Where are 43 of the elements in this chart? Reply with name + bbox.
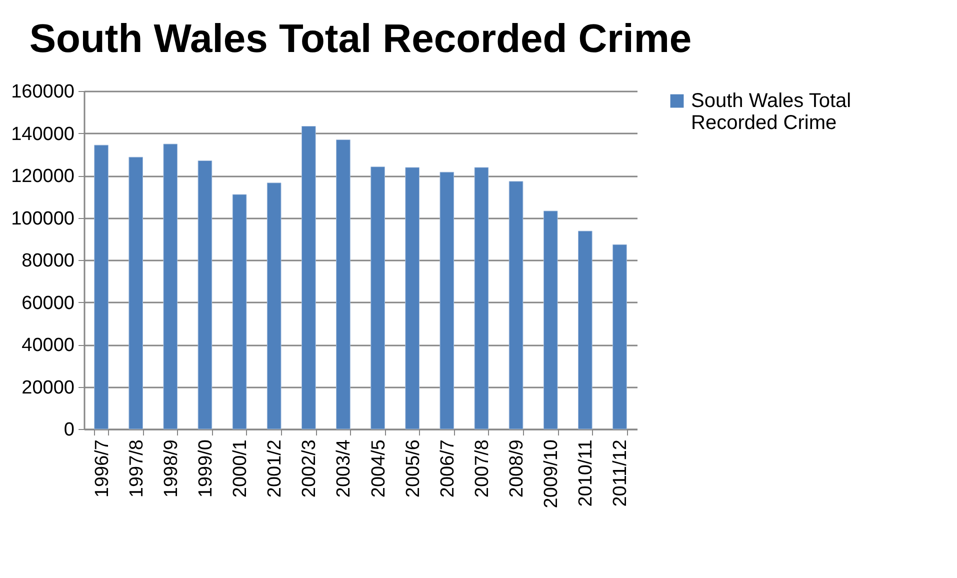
x-tick-label: 2001/2 [264,440,286,498]
x-tick-label: 1998/9 [160,440,182,498]
bar [128,156,144,430]
x-tick-label: 2011/12 [610,440,632,507]
bar [508,181,524,430]
legend-label: South Wales Total Recorded Crime [691,90,852,134]
x-tick-label: 2007/8 [472,440,493,498]
x-tick-label: 2005/6 [402,440,424,498]
x-tick-label: 2000/1 [230,440,252,498]
x-tick-label: 1999/0 [195,440,216,498]
y-tick-label: 100000 [11,208,74,230]
x-tick-label: 2009/10 [541,440,562,508]
bar [266,182,282,430]
bar [543,210,558,430]
x-tick-label: 2010/11 [576,440,597,507]
y-tick-label: 0 [64,420,74,440]
x-tick-label: 2002/3 [299,440,320,498]
x-tick-label: 2003/4 [334,439,355,498]
bar [198,160,212,430]
chart-title: South Wales Total Recorded Crime [29,17,692,61]
bar [370,166,385,430]
bar [405,167,420,430]
bar [612,244,627,430]
y-tick-label: 20000 [22,377,74,398]
bar [163,144,178,430]
bar [440,172,454,430]
bar [578,230,592,430]
bar [474,167,489,430]
y-tick-label: 40000 [22,335,74,356]
y-tick-label: 140000 [11,124,74,145]
y-tick-label: 60000 [22,292,74,314]
x-tick-label: 2008/9 [506,440,528,498]
x-tick-label: 2006/7 [437,440,458,498]
x-tick-label: 2004/5 [368,440,390,498]
y-tick-label: 80000 [22,250,74,272]
bar [94,144,108,430]
x-tick-label: 1997/8 [126,440,148,498]
bar [232,194,247,430]
bar [336,140,350,430]
y-tick-label: 160000 [11,82,74,102]
x-tick-label: 1996/7 [92,440,113,498]
bar [301,126,316,430]
y-tick-label: 120000 [11,166,74,187]
